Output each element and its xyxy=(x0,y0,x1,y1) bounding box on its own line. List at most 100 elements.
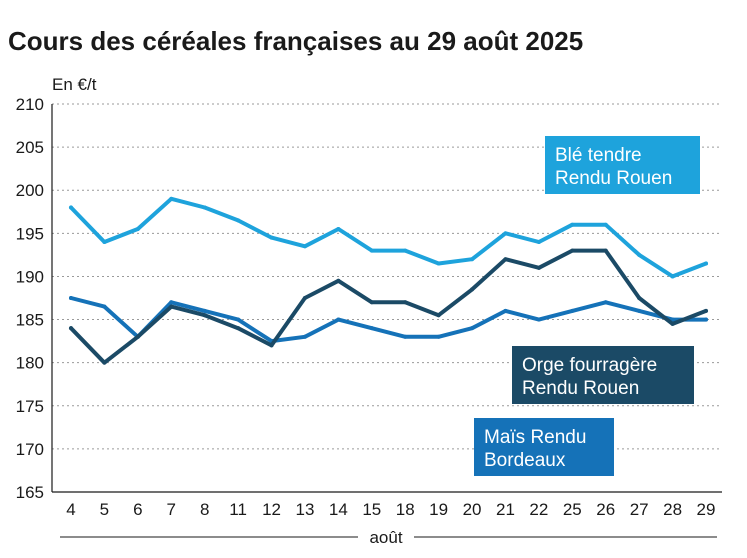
chart-title: Cours des céréales françaises au 29 août… xyxy=(8,26,583,56)
data-point xyxy=(470,257,475,262)
data-point xyxy=(202,308,207,313)
series-label-box-2 xyxy=(474,418,614,476)
data-point xyxy=(236,326,241,331)
series-label-text: Blé tendre xyxy=(555,145,642,166)
series-label-text: Maïs Rendu xyxy=(484,427,586,448)
x-tick-label: 5 xyxy=(100,500,109,519)
data-point xyxy=(536,317,541,322)
x-tick-label: 13 xyxy=(295,500,314,519)
x-tick-label: 7 xyxy=(167,500,176,519)
data-point xyxy=(135,227,140,232)
x-tick-label: 11 xyxy=(229,500,247,519)
x-tick-label: 29 xyxy=(697,500,716,519)
data-point xyxy=(403,248,408,253)
data-point xyxy=(470,326,475,331)
data-point xyxy=(169,196,174,201)
data-point xyxy=(704,261,708,266)
x-tick-label: 21 xyxy=(496,500,515,519)
series-label-text: Orge fourragère xyxy=(522,355,657,376)
series-line-1 xyxy=(69,248,708,365)
data-point xyxy=(135,334,140,339)
data-point xyxy=(670,321,675,326)
y-tick-label: 180 xyxy=(16,354,44,373)
data-point xyxy=(536,265,541,270)
x-tick-label: 28 xyxy=(663,500,682,519)
series-line-2 xyxy=(69,296,708,344)
x-tick-label: 8 xyxy=(200,500,209,519)
x-tick-label: 26 xyxy=(596,500,615,519)
data-point xyxy=(336,227,341,232)
data-point xyxy=(570,222,575,227)
x-tick-label: 6 xyxy=(133,500,142,519)
y-tick-label: 175 xyxy=(16,397,44,416)
x-tick-label: 12 xyxy=(262,500,281,519)
data-point xyxy=(436,261,441,266)
data-point xyxy=(236,218,241,223)
data-point xyxy=(369,248,374,253)
gridlines xyxy=(51,103,722,493)
data-point xyxy=(670,317,675,322)
y-tick-label: 210 xyxy=(16,95,44,114)
series-label-text: Rendu Rouen xyxy=(522,378,639,399)
data-point xyxy=(269,343,274,348)
data-point xyxy=(470,287,475,292)
data-point xyxy=(69,326,73,331)
data-point xyxy=(336,317,341,322)
series-label-box-0 xyxy=(545,136,700,194)
data-point xyxy=(436,313,441,318)
data-point xyxy=(69,205,73,210)
x-axis-ticks: 4 5 6 7 8 11 12 13 14 15 18 19 20 21 22 25 26 27 28 29 xyxy=(66,500,715,519)
data-point xyxy=(503,308,508,313)
data-point xyxy=(102,360,107,365)
y-axis-unit-label: En €/t xyxy=(52,75,97,94)
data-point xyxy=(536,239,541,244)
x-tick-label: 25 xyxy=(563,500,582,519)
x-tick-label: 18 xyxy=(396,500,415,519)
data-point xyxy=(570,308,575,313)
series-label-box-1 xyxy=(512,346,694,404)
data-point xyxy=(704,317,708,322)
data-point xyxy=(670,274,675,279)
data-point xyxy=(704,308,708,313)
x-tick-label: 22 xyxy=(529,500,548,519)
y-tick-label: 195 xyxy=(16,224,44,243)
y-tick-label: 205 xyxy=(16,138,44,157)
x-tick-label: 4 xyxy=(66,500,75,519)
data-point xyxy=(436,334,441,339)
series-lines xyxy=(69,196,708,365)
series-label-text: Rendu Rouen xyxy=(555,168,672,189)
x-tick-label: 14 xyxy=(329,500,348,519)
x-tick-label: 19 xyxy=(429,500,448,519)
data-point xyxy=(603,248,608,253)
data-point xyxy=(637,252,642,257)
x-tick-label: 27 xyxy=(630,500,649,519)
data-point xyxy=(637,296,642,300)
data-point xyxy=(403,300,408,305)
data-point xyxy=(637,308,642,313)
data-point xyxy=(269,235,274,240)
x-tick-label: 15 xyxy=(362,500,381,519)
data-point xyxy=(302,334,307,339)
series-line-0 xyxy=(69,196,708,279)
series-label-text: Bordeaux xyxy=(484,450,566,471)
x-axis-label-group: août xyxy=(60,528,717,547)
data-point xyxy=(302,296,307,300)
y-tick-label: 190 xyxy=(16,267,44,286)
data-point xyxy=(202,205,207,210)
data-point xyxy=(603,300,608,305)
y-tick-label: 165 xyxy=(16,483,44,502)
data-point xyxy=(603,222,608,227)
data-point xyxy=(369,326,374,331)
x-tick-label: 20 xyxy=(463,500,482,519)
data-point xyxy=(169,304,174,309)
data-point xyxy=(570,248,575,253)
y-axis-ticks: 165 170 175 180 185 190 195 200 205 210 xyxy=(16,95,44,502)
x-axis-label: août xyxy=(369,528,402,547)
data-point xyxy=(202,313,207,318)
data-point xyxy=(236,317,241,322)
data-point xyxy=(503,257,508,262)
data-point xyxy=(169,300,174,305)
data-point xyxy=(336,278,341,283)
